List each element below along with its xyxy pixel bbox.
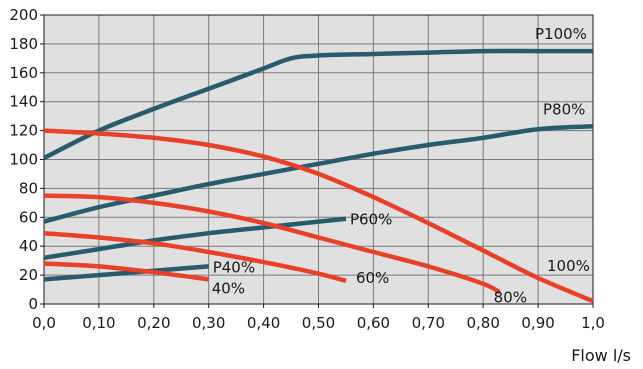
y-tick-label: 40 <box>19 237 38 255</box>
series-label-p80: P80% <box>543 100 585 118</box>
series-label-40: 40% <box>212 279 245 297</box>
x-tick-label: 0,0 <box>32 314 56 332</box>
x-tick-label: 0,30 <box>192 314 225 332</box>
x-tick-label: 0,40 <box>247 314 280 332</box>
series-line-60 <box>43 230 347 284</box>
series-line-p100 <box>42 48 593 161</box>
series-label-100: 100% <box>547 257 590 275</box>
y-tick-label: 160 <box>9 64 38 82</box>
series-line-80 <box>43 193 501 295</box>
x-tick-label: 0,60 <box>357 314 390 332</box>
x-tick-label: 0,20 <box>137 314 170 332</box>
y-tick-label: 120 <box>9 122 38 140</box>
series-labels: P100% P80% P60% P40% 100% 80% 60% 40% <box>212 25 590 306</box>
series-label-p40: P40% <box>213 258 255 276</box>
series-label-60: 60% <box>356 269 389 287</box>
x-tick-label: 0,10 <box>82 314 115 332</box>
series-line-p40 <box>43 264 209 282</box>
series-label-p60: P60% <box>350 211 392 229</box>
y-tick-label: 20 <box>19 266 38 284</box>
tick-labels: 0,0 0,10 0,20 0,30 0,40 0,50 0,60 0,70 0,80 0,90 1… <box>9 6 605 332</box>
series-label-80: 80% <box>494 288 527 306</box>
series-line-40 <box>43 261 209 282</box>
x-tick-label: 0,90 <box>521 314 554 332</box>
x-tick-label: 0,70 <box>412 314 445 332</box>
series-line-p60 <box>43 216 347 261</box>
y-tick-label: 100 <box>9 151 38 169</box>
series-label-p100: P100% <box>535 25 587 43</box>
x-axis-label: Flow l/s <box>571 346 631 365</box>
x-tick-label: 1,0 <box>581 314 605 332</box>
y-tick-label: 0 <box>28 295 38 313</box>
y-tick-label: 140 <box>9 93 38 111</box>
series-line-100 <box>43 128 594 304</box>
y-tick-label: 200 <box>9 6 38 24</box>
y-tick-label: 180 <box>9 35 38 53</box>
y-tick-label: 80 <box>19 179 38 197</box>
y-tick-label: 60 <box>19 208 38 226</box>
x-tick-label: 0,80 <box>466 314 499 332</box>
series-layer <box>42 48 594 304</box>
x-tick-label: 0,50 <box>302 314 335 332</box>
